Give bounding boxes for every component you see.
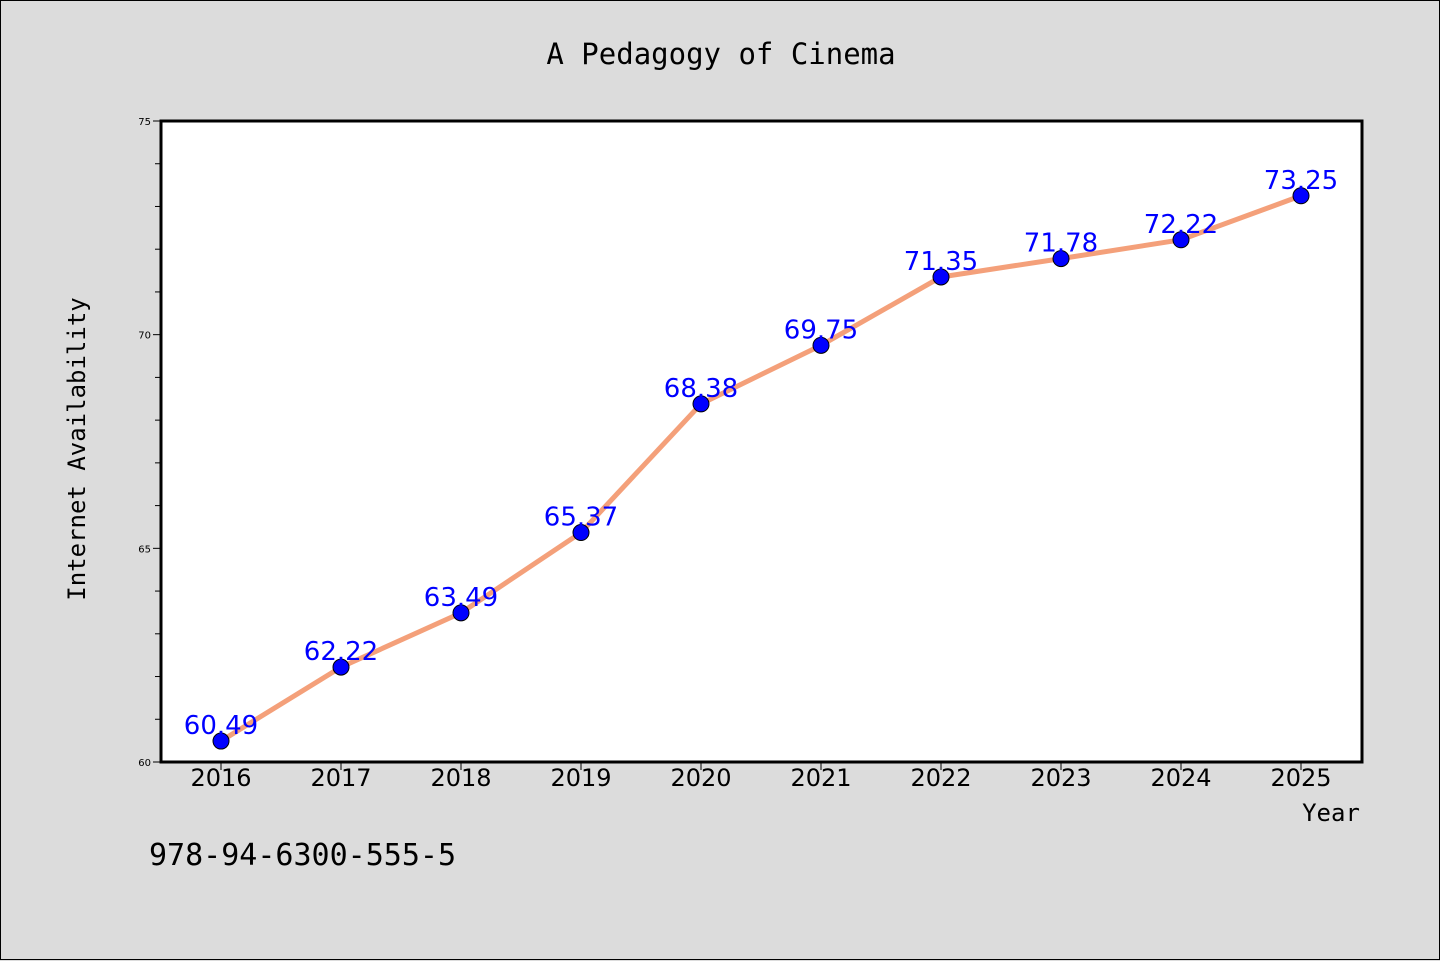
y-tick-label: 75: [138, 117, 151, 128]
data-point: [1292, 187, 1310, 205]
x-tick-label: 2022: [910, 764, 971, 792]
data-point: [452, 604, 470, 622]
y-axis-label: Internet Availability: [63, 297, 91, 600]
data-label: 68.38: [664, 374, 738, 404]
chart-title: A Pedagogy of Cinema: [546, 37, 895, 71]
y-axis: 60 65 70 75: [138, 117, 161, 769]
data-point: [332, 658, 350, 676]
data-label: 65.37: [544, 503, 618, 533]
data-label: 69.75: [784, 315, 858, 345]
data-label: 60.49: [184, 711, 258, 741]
y-tick-label: 70: [138, 331, 151, 342]
y-tick-label: 65: [138, 544, 151, 555]
x-tick-label: 2021: [790, 764, 851, 792]
data-label: 71.78: [1024, 229, 1098, 259]
y-tick-label: 60: [138, 758, 151, 769]
data-point: [692, 395, 710, 413]
x-tick-label: 2018: [430, 764, 491, 792]
x-tick-label: 2020: [670, 764, 731, 792]
plot-area: [159, 119, 1364, 764]
x-tick-label: 2016: [190, 764, 251, 792]
x-tick-label: 2017: [310, 764, 371, 792]
data-label: 63.49: [424, 583, 498, 613]
data-point: [1172, 231, 1190, 249]
isbn-text: 978-94-6300-555-5: [149, 838, 456, 873]
data-label: 71.35: [904, 247, 978, 277]
data-point: [1052, 250, 1070, 268]
data-point: [812, 336, 830, 354]
x-axis: 2016 2017 2018 2019 2020 2021 2022 2023 2024 2025: [190, 762, 1332, 792]
x-tick-label: 2024: [1150, 764, 1211, 792]
x-tick-label: 2023: [1030, 764, 1091, 792]
data-point: [572, 524, 590, 542]
series-line: [218, 193, 1304, 744]
series-data-labels: 60.49 62.22 63.49 65.37 68.38 69.75 71.35 71.78…: [184, 166, 1338, 741]
data-label: 73.25: [1264, 166, 1338, 196]
x-tick-label: 2019: [550, 764, 611, 792]
data-point: [212, 732, 230, 750]
x-axis-label: Year: [1302, 799, 1360, 827]
data-label: 62.22: [304, 637, 378, 667]
series-markers: [212, 187, 1310, 750]
data-point: [932, 268, 950, 286]
x-tick-label: 2025: [1270, 764, 1331, 792]
data-label: 72.22: [1144, 210, 1218, 240]
